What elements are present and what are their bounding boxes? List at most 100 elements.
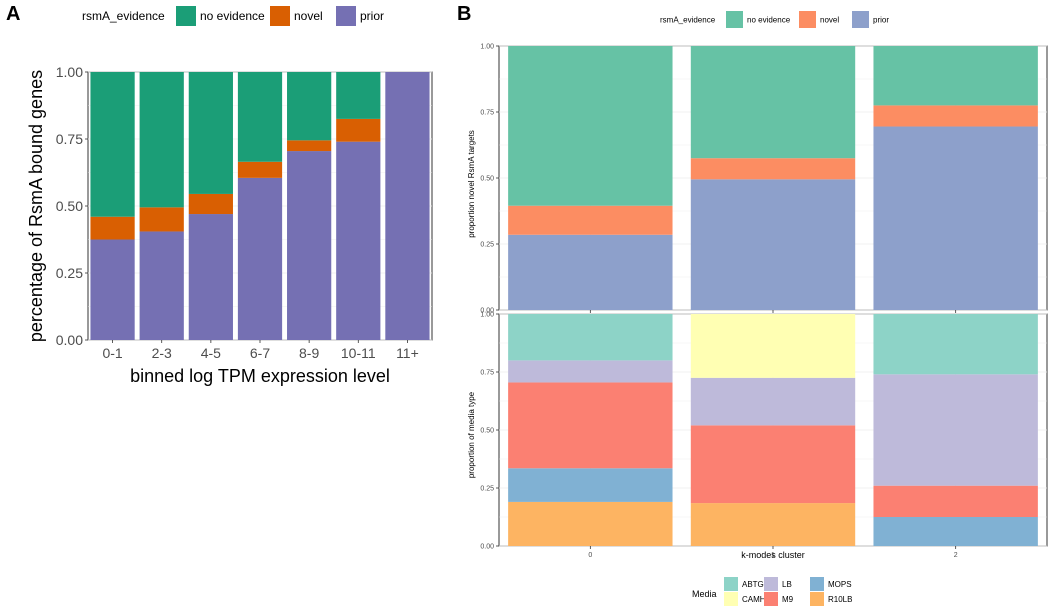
panel-a-y-tick-label: 1.00 <box>56 64 83 80</box>
panel-a-y-axis-title: percentage of RsmA bound genes <box>26 70 46 342</box>
panel-a-x-tick-label: 2-3 <box>152 345 172 361</box>
panel-a: rsmA_evidence no evidence novel prior 0.000… <box>26 6 433 386</box>
panel-b-top-y-tick-label: 0.25 <box>480 241 494 248</box>
panel-a-y-tick-label: 0.75 <box>56 131 83 147</box>
panel-b-bottom-legend-key-lb <box>764 577 778 591</box>
panel-b-bottom-bar-r10lb-1 <box>690 503 856 546</box>
panel-a-legend: rsmA_evidence no evidence novel prior <box>82 6 384 26</box>
panel-b-bottom-bar-lb-1 <box>690 377 856 426</box>
panel-b-top-bar-no-evidence-2 <box>873 46 1038 106</box>
panel-b-bottom-bar-abtgc-0 <box>508 314 673 361</box>
panel-b-bottom-bars <box>508 314 1038 546</box>
panel-b-bottom-bar-abtgc-2 <box>873 314 1038 375</box>
panel-a-bar-no-evidence-4-5 <box>188 72 233 194</box>
panel-a-bar-novel-8-9 <box>287 140 332 152</box>
panel-b-bottom-bar-lb-0 <box>508 360 673 383</box>
panel-a-bar-no-evidence-6-7 <box>237 72 283 162</box>
panel-a-legend-key-no-evidence <box>176 6 196 26</box>
panel-b-bottom-legend-key-r10lb <box>810 592 824 606</box>
panel-b-top-legend-key-no-evidence <box>726 11 743 28</box>
panel-b-bottom-y-axis-title: proportion of media type <box>467 391 476 478</box>
panel-a-bar-no-evidence-2-3 <box>139 72 184 208</box>
panel-b-bottom-y-tick-label: 1.00 <box>480 311 494 318</box>
panel-a-bar-novel-2-3 <box>139 207 184 232</box>
panel-b-bottom-legend-key-camhb <box>724 592 738 606</box>
panel-b-bottom-legend-key-mops <box>810 577 824 591</box>
panel-b-top-legend-key-prior <box>852 11 869 28</box>
panel-a-bars <box>90 72 430 340</box>
panel-b-bottom-y-tick-label: 0.00 <box>480 543 494 550</box>
panel-b: rsmA_evidence no evidence novel prior 0.000… <box>467 11 1048 606</box>
panel-b-top-legend-title: rsmA_evidence <box>660 15 716 24</box>
panel-a-bar-prior-11 <box>385 72 430 340</box>
panel-b-bottom-legend-label-r10lb: R10LB <box>828 595 852 604</box>
panel-b-bottom-legend-title: Media <box>692 589 717 599</box>
panel-b-bottom-bar-m9-2 <box>873 485 1038 517</box>
panel-a-bar-no-evidence-8-9 <box>287 72 332 141</box>
panel-a-legend-key-novel <box>270 6 290 26</box>
panel-a-legend-label-novel: novel <box>294 9 323 23</box>
panel-b-bottom-legend-label-abtgc: ABTGC <box>742 580 770 589</box>
panel-b-bottom-legend: Media ABTGC LB MOPS CAMHB M9 R10LB <box>692 577 852 606</box>
panel-b-top-bar-no-evidence-1 <box>690 46 856 159</box>
panel-b-top-legend: rsmA_evidence no evidence novel prior <box>660 11 889 28</box>
panel-b-bottom-x-ticks: 0 1 2 <box>588 546 958 559</box>
panel-b-bottom-legend-label-m9: M9 <box>782 595 794 604</box>
panel-b-bottom-bar-mops-0 <box>508 468 673 502</box>
panel-a-y-tick-label: 0.50 <box>56 198 83 214</box>
panel-a-x-ticks: 0-1 2-3 4-5 6-7 8-9 10-11 11+ <box>102 340 419 361</box>
panel-b-top-legend-label-no-evidence: no evidence <box>747 15 791 24</box>
panel-b-bottom-bar-mops-2 <box>873 517 1038 546</box>
panel-b-top-bar-novel-2 <box>873 105 1038 127</box>
panel-b-bottom-legend-label-lb: LB <box>782 580 792 589</box>
panel-b-bottom-legend-label-mops: MOPS <box>828 580 852 589</box>
panel-a-y-tick-label: 0.25 <box>56 265 83 281</box>
panel-b-bottom-y-ticks: 0.00 0.25 0.50 0.75 1.00 <box>480 311 499 550</box>
panel-b-top-bar-prior-1 <box>690 179 856 310</box>
panel-a-bar-novel-4-5 <box>188 193 233 215</box>
panel-b-label: B <box>457 3 471 25</box>
panel-a-bar-no-evidence-0-1 <box>90 72 135 217</box>
panel-b-bottom-legend-key-abtgc <box>724 577 738 591</box>
panel-a-bar-prior-4-5 <box>188 214 233 340</box>
panel-b-bottom-x-tick-label: 0 <box>588 552 592 559</box>
panel-b-top-y-tick-label: 1.00 <box>480 43 494 50</box>
panel-a-bar-prior-6-7 <box>237 177 283 340</box>
panel-b-top-bar-no-evidence-0 <box>508 46 673 206</box>
panel-b-bottom-x-tick-label: 1 <box>771 552 775 559</box>
panel-a-x-tick-label: 4-5 <box>201 345 221 361</box>
panel-a-legend-key-prior <box>336 6 356 26</box>
panel-b-top-legend-label-prior: prior <box>873 15 889 24</box>
panel-a-x-tick-label: 11+ <box>396 345 419 361</box>
panel-a-bar-novel-0-1 <box>90 216 135 240</box>
panel-b-top-y-tick-label: 0.00 <box>480 307 494 314</box>
panel-a-legend-label-no-evidence: no evidence <box>200 9 265 23</box>
panel-b-top-y-tick-label: 0.50 <box>480 175 494 182</box>
panel-a-y-tick-label: 0.00 <box>56 332 83 348</box>
panel-a-x-axis-title: binned log TPM expression level <box>130 366 390 386</box>
panel-a-x-tick-label: 0-1 <box>102 345 122 361</box>
panel-a-x-tick-label: 8-9 <box>299 345 319 361</box>
panel-b-bottom-y-tick-label: 0.75 <box>480 369 494 376</box>
panel-b-top-bar-novel-1 <box>690 158 856 180</box>
panel-b-x-axis-title: k-modes cluster <box>741 550 805 560</box>
panel-b-bottom-x-tick-label: 2 <box>954 552 958 559</box>
panel-a-label: A <box>6 3 20 25</box>
panel-a-bar-no-evidence-10-11 <box>336 72 381 119</box>
panel-a-y-ticks: 0.00 0.25 0.50 0.75 1.00 <box>56 64 88 348</box>
panel-b-bottom-bar-camhb-1 <box>690 314 856 378</box>
panel-b-top-bar-prior-2 <box>873 126 1038 311</box>
panel-a-x-tick-label: 6-7 <box>250 345 270 361</box>
panel-b-bottom-legend-label-camhb: CAMHB <box>742 595 771 604</box>
panel-b-top-y-tick-label: 0.75 <box>480 109 494 116</box>
panel-b-top-legend-label-novel: novel <box>820 15 839 24</box>
panel-a-bar-novel-6-7 <box>237 161 283 178</box>
panel-b-top-y-ticks: 0.00 0.25 0.50 0.75 1.00 <box>480 43 499 314</box>
panel-a-legend-label-prior: prior <box>360 9 384 23</box>
panel-b-top-bar-prior-0 <box>508 234 673 310</box>
panel-b-bottom-legend-key-m9 <box>764 592 778 606</box>
panel-b-bottom-bar-m9-0 <box>508 382 673 469</box>
panel-b-bottom-bar-m9-1 <box>690 425 856 504</box>
panel-b-top-x-ticks <box>589 310 957 313</box>
panel-a-bar-prior-2-3 <box>139 231 184 340</box>
